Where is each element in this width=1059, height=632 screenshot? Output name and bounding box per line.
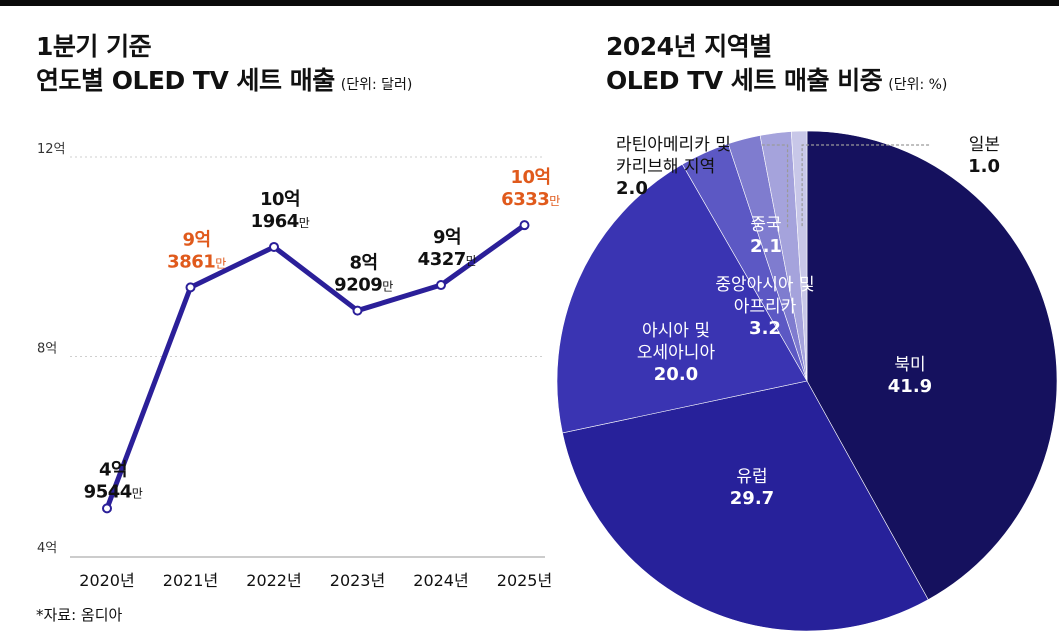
x-tick-label: 2024년 xyxy=(413,571,468,590)
data-label-man: 9209만 xyxy=(334,275,393,296)
pie-slice-asia-oceania xyxy=(556,163,808,434)
data-label-eok: 4억 xyxy=(99,459,127,480)
leader-line-latam xyxy=(762,144,789,228)
data-label-man-unit: 만 xyxy=(299,216,310,230)
pie-chart-title-text: OLED TV 세트 매출 비중 xyxy=(606,66,883,95)
pie-chart-unit: (단위: %) xyxy=(888,77,948,93)
pie-slice-europe xyxy=(562,380,929,632)
data-label-man: 3861만 xyxy=(167,251,226,272)
data-point xyxy=(519,220,530,231)
data-point xyxy=(436,280,446,291)
data-point xyxy=(102,503,112,514)
pie-label-mea: 아프리카 xyxy=(734,297,797,317)
pie-label-europe: 유럽 xyxy=(736,467,767,487)
pie-value-japan: 1.0 xyxy=(968,156,1000,177)
data-point xyxy=(269,241,279,252)
pie-label-asia-oceania: 아시아 및 xyxy=(642,321,710,341)
top-border xyxy=(0,0,1059,6)
pie-value-europe: 29.7 xyxy=(730,488,774,509)
x-tick-label: 2021년 xyxy=(163,571,218,590)
pie-value-north-america: 41.9 xyxy=(888,376,932,397)
data-label-man-unit: 만 xyxy=(382,280,393,294)
pie-label-china: 중국 xyxy=(750,215,781,235)
line-chart-title-text: 연도별 OLED TV 세트 매출 xyxy=(36,66,335,95)
data-label-eok: 10억 xyxy=(260,189,300,210)
pie-chart-title: 2024년 지역별 OLED TV 세트 매출 비중 (단위: %) xyxy=(606,30,947,102)
pie-label-asia-oceania: 오세아니아 xyxy=(637,343,716,363)
x-tick-label: 2025년 xyxy=(497,571,552,590)
data-label-man-unit: 만 xyxy=(132,486,143,500)
series-line xyxy=(104,222,527,511)
line-chart-title-line1: 1분기 기준 xyxy=(36,32,152,61)
pie-value-asia-oceania: 20.0 xyxy=(654,364,698,385)
pie-chart-title-line2: OLED TV 세트 매출 비중 (단위: %) xyxy=(606,64,947,102)
line-chart-unit: (단위: 달러) xyxy=(340,77,413,93)
source-note: *자료: 옴디아 xyxy=(36,606,123,624)
x-tick-label: 2020년 xyxy=(79,571,134,590)
pie-slice-japan xyxy=(790,130,808,382)
data-label-man: 9544만 xyxy=(84,481,143,502)
y-tick-label: 8억 xyxy=(37,342,57,357)
pie-slice-north-america xyxy=(806,130,1058,601)
x-tick-label: 2022년 xyxy=(246,571,301,590)
data-label-eok: 9억 xyxy=(433,227,461,248)
y-tick-label: 4억 xyxy=(37,541,57,556)
pie-value-mea: 3.2 xyxy=(749,318,781,339)
data-label-man-unit: 만 xyxy=(215,256,226,270)
pie-label-japan: 일본 xyxy=(969,135,1000,155)
pie-value-china: 2.1 xyxy=(750,236,782,257)
data-point xyxy=(185,282,196,293)
leader-line-japan xyxy=(801,144,930,227)
pie-chart-title-line1: 2024년 지역별 xyxy=(606,32,772,61)
data-label-eok: 10억 xyxy=(510,167,550,188)
pie-label-latam: 카리브해 지역 xyxy=(616,157,715,177)
line-chart-title: 1분기 기준 연도별 OLED TV 세트 매출 (단위: 달러) xyxy=(36,30,412,102)
data-label-man: 4327만 xyxy=(418,249,477,270)
data-label-eok: 9억 xyxy=(182,229,210,250)
line-chart-title-line2: 연도별 OLED TV 세트 매출 (단위: 달러) xyxy=(36,64,412,102)
data-label-eok: 8억 xyxy=(349,253,377,274)
data-label-man-unit: 만 xyxy=(466,254,477,268)
pie-value-latam: 2.0 xyxy=(616,178,648,199)
pie-label-mea: 중앙아시아 및 xyxy=(715,275,814,295)
pie-label-north-america: 북미 xyxy=(894,355,925,375)
data-point xyxy=(352,305,363,316)
data-label-man: 1964만 xyxy=(251,211,310,232)
pie-label-latam: 라틴아메리카 및 xyxy=(616,135,731,155)
y-tick-label: 12억 xyxy=(37,142,66,157)
x-tick-label: 2023년 xyxy=(330,571,385,590)
data-label-man: 6333만 xyxy=(501,189,560,210)
data-label-man-unit: 만 xyxy=(549,194,560,208)
